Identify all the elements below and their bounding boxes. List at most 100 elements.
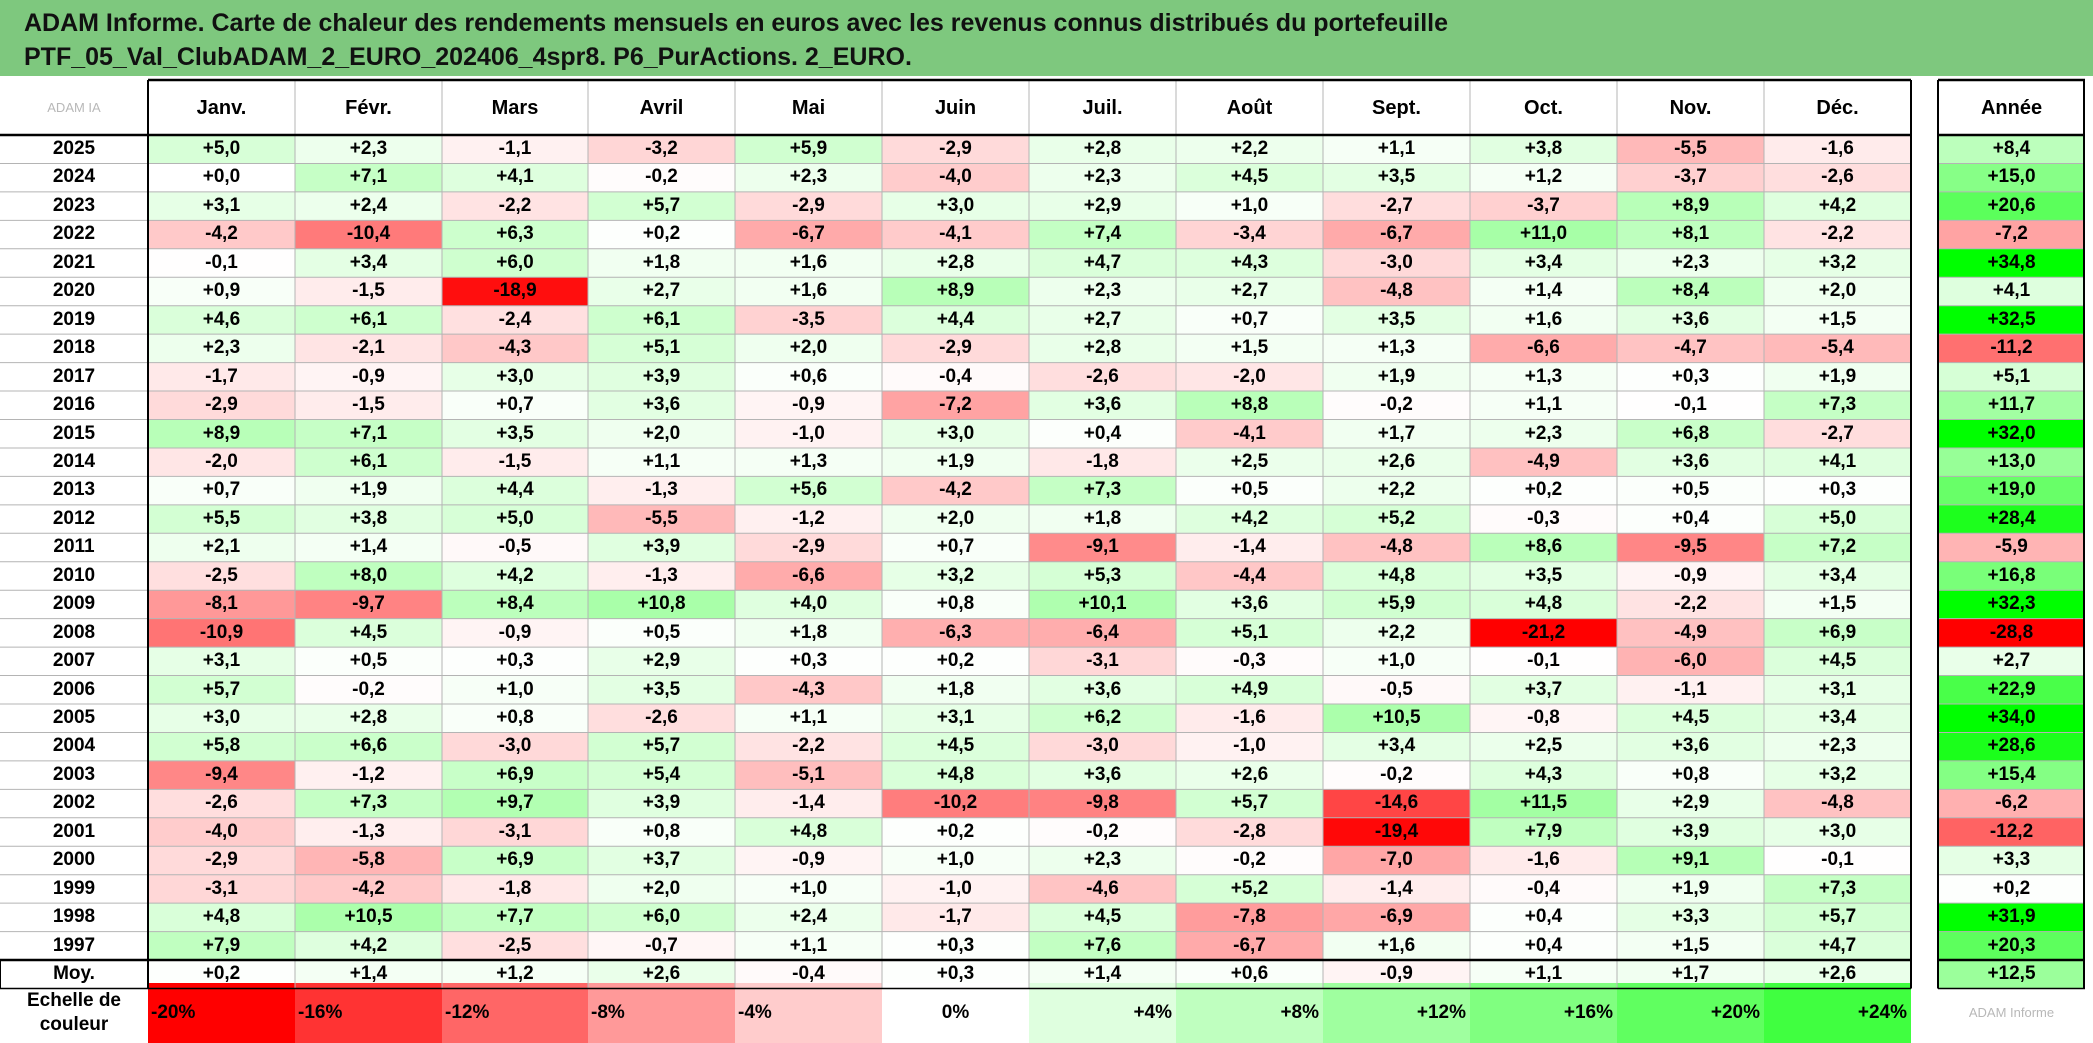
heatmap-cell: -1,5 <box>295 391 442 420</box>
heatmap-cell: -10,9 <box>148 618 295 648</box>
heatmap-cell: +5,1 <box>588 334 735 363</box>
heatmap-cell: -1,5 <box>442 447 588 477</box>
heatmap-cell: +0,3 <box>442 647 588 676</box>
heatmap-cell: +2,0 <box>588 874 735 904</box>
heatmap-cell: +5,9 <box>1323 590 1470 619</box>
annual-cell: +4,1 <box>1938 277 2085 306</box>
heatmap-cell: +7,7 <box>442 903 588 932</box>
heatmap-cell: -14,6 <box>1323 789 1470 818</box>
heatmap-cell: +0,4 <box>1617 504 1764 534</box>
year-label: 2006 <box>52 678 96 700</box>
heatmap-cell: +1,0 <box>442 675 588 704</box>
year-label: 2008 <box>52 621 96 643</box>
heatmap-cell: -2,6 <box>148 789 295 818</box>
heatmap-cell: +0,4 <box>1470 931 1617 961</box>
heatmap-cell: +1,6 <box>1323 931 1470 961</box>
scale-swatch: -16% <box>295 983 442 1043</box>
heatmap-cell: +4,7 <box>1029 248 1176 278</box>
heatmap-cell: -1,6 <box>1764 135 1911 164</box>
year-label: 2005 <box>52 707 96 728</box>
heatmap-cell: +9,1 <box>1617 846 1764 875</box>
heatmap-cell: +3,2 <box>1764 760 1911 790</box>
heatmap-cell: -3,7 <box>1470 191 1617 221</box>
heatmap-cell: +4,9 <box>1176 675 1323 704</box>
heatmap-cell: -4,3 <box>442 334 588 363</box>
heatmap-cell: +7,3 <box>1029 476 1176 505</box>
annual-cell: +20,3 <box>1938 931 2085 961</box>
scale-label-line-2: couleur <box>39 1014 109 1035</box>
month-header: Avril <box>639 97 684 119</box>
year-label: 1998 <box>52 906 96 928</box>
heatmap-cell: +7,6 <box>1029 931 1176 961</box>
scale-swatch: -12% <box>442 983 588 1043</box>
heatmap-cell: +2,8 <box>295 704 442 733</box>
heatmap-cell: +10,8 <box>588 590 735 619</box>
heatmap-cell: +0,7 <box>148 476 295 505</box>
heatmap-cell: +1,0 <box>1323 647 1470 676</box>
heatmap-cell: +2,8 <box>1029 334 1176 363</box>
heatmap-cell: -4,9 <box>1470 447 1617 477</box>
heatmap-cell: +10,1 <box>1029 590 1176 619</box>
heatmap-cell: -4,4 <box>1176 561 1323 591</box>
year-label: 2012 <box>52 507 96 529</box>
heatmap-cell: -0,7 <box>588 931 735 961</box>
heatmap-cell: -4,8 <box>1323 533 1470 562</box>
year-label: 2003 <box>52 763 96 785</box>
heatmap-cell: -2,9 <box>148 391 295 420</box>
year-label: 2017 <box>52 365 96 387</box>
annual-cell: +3,3 <box>1938 846 2085 875</box>
heatmap-cell: +2,3 <box>1764 732 1911 761</box>
heatmap-cell: -5,5 <box>588 504 735 534</box>
heatmap-cell: +0,7 <box>1176 305 1323 335</box>
year-label: 2025 <box>52 138 96 159</box>
heatmap-cell: -2,9 <box>735 533 882 562</box>
month-header: Juil. <box>1082 97 1123 119</box>
heatmap-cell: -0,5 <box>442 533 588 562</box>
heatmap-cell: +3,9 <box>588 533 735 562</box>
heatmap-cell: -1,4 <box>1176 533 1323 562</box>
heatmap-cell: -4,2 <box>148 220 295 249</box>
heatmap-cell: -2,6 <box>1029 362 1176 392</box>
heatmap-cell: +1,5 <box>1764 590 1911 619</box>
heatmap-cell: +1,9 <box>1617 874 1764 904</box>
annual-cell: -6,2 <box>1938 789 2085 818</box>
heatmap-cell: +7,1 <box>295 163 442 192</box>
heatmap-cell: +3,7 <box>1470 675 1617 704</box>
annual-cell: -12,2 <box>1938 817 2085 847</box>
heatmap-cell: -0,2 <box>295 675 442 704</box>
heatmap-cell: +3,1 <box>1764 675 1911 704</box>
heatmap-cell: -0,9 <box>735 391 882 420</box>
heatmap-cell: +3,5 <box>442 419 588 448</box>
heatmap-cell: +3,0 <box>882 191 1029 221</box>
heatmap-cell: -0,8 <box>1470 704 1617 733</box>
heatmap-cell: +5,7 <box>1764 903 1911 932</box>
heatmap-cell: +6,3 <box>442 220 588 249</box>
heatmap-cell: +2,0 <box>735 334 882 363</box>
heatmap-cell: +6,6 <box>295 732 442 761</box>
heatmap-grid: ADAM IA Janv. Févr. Mars Avril Mai Juin Juil. Ao… <box>0 77 2093 1043</box>
heatmap-cell: -2,0 <box>148 447 295 477</box>
average-annual-cell: +12,5 <box>1938 960 2085 989</box>
heatmap-cell: +1,2 <box>1470 163 1617 192</box>
heatmap-cell: +1,0 <box>882 846 1029 875</box>
year-label: 2009 <box>52 593 96 615</box>
heatmap-cell: +0,3 <box>735 647 882 676</box>
heatmap-cell: +2,6 <box>1323 447 1470 477</box>
heatmap-cell: +1,9 <box>1323 362 1470 392</box>
heatmap-cell: +2,0 <box>882 504 1029 534</box>
heatmap-cell: -3,1 <box>148 874 295 904</box>
heatmap-cell: -2,6 <box>1764 163 1911 192</box>
heatmap-cell: +0,8 <box>442 704 588 733</box>
heatmap-cell: +4,0 <box>735 590 882 619</box>
heatmap-cell: +5,7 <box>588 191 735 221</box>
heatmap-cell: +5,4 <box>588 760 735 790</box>
heatmap-cell: +8,0 <box>295 561 442 591</box>
heatmap-cell: +2,3 <box>1029 163 1176 192</box>
month-header: Mars <box>491 97 539 119</box>
heatmap-cell: +0,8 <box>882 590 1029 619</box>
heatmap-cell: -4,6 <box>1029 874 1176 904</box>
heatmap-cell: +6,8 <box>1617 419 1764 448</box>
heatmap-cell: +5,0 <box>1764 504 1911 534</box>
heatmap-cell: -4,1 <box>882 220 1029 249</box>
heatmap-cell: -2,2 <box>1617 590 1764 619</box>
